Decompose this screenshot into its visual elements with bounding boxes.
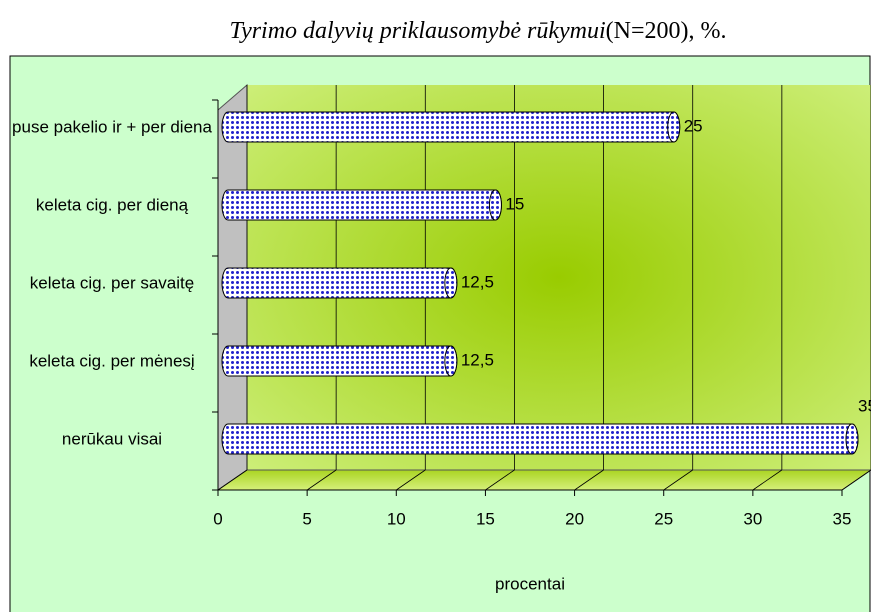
bar-cap — [488, 189, 502, 221]
x-axis-label: procentai — [495, 574, 565, 593]
grid-line — [485, 469, 515, 491]
grid-line — [841, 469, 871, 491]
bar — [221, 111, 681, 143]
y-tick-label: keleta cig. per mėnesį — [29, 351, 195, 371]
bar — [221, 267, 458, 299]
bar — [221, 345, 458, 377]
bar-cap — [444, 345, 458, 377]
grid-line — [217, 469, 248, 491]
bar — [221, 189, 502, 221]
x-tick-label: 0 — [213, 509, 222, 528]
bar — [221, 423, 859, 455]
x-tick-label: 10 — [387, 509, 406, 528]
x-tick-label: 35 — [833, 509, 852, 528]
x-tick-label: 20 — [565, 509, 584, 528]
x-tick-label: 5 — [302, 509, 311, 528]
floor — [216, 469, 871, 491]
bar-cap — [845, 423, 859, 455]
x-tick-label: 25 — [654, 509, 673, 528]
grid-line — [574, 469, 604, 491]
y-tick-label: keleta cig. per savaitę — [29, 273, 195, 293]
data-label: 15 — [505, 194, 524, 213]
data-label: 12,5 — [461, 350, 494, 369]
y-tick-label: nerūkau visai — [61, 429, 163, 449]
x-tick-label: 30 — [743, 509, 762, 528]
title-main: Tyrimo dalyvių priklausomybė rūkymui — [230, 18, 606, 44]
grid-line — [663, 469, 693, 491]
data-label: 12,5 — [461, 272, 494, 291]
bar-cap — [667, 111, 681, 143]
data-label: 25 — [684, 116, 703, 135]
data-label: 35 — [858, 396, 871, 415]
x-tick-label: 15 — [476, 509, 495, 528]
title-note: (N=200), %. — [606, 18, 727, 44]
chart-title: Tyrimo dalyvių priklausomybė rūkymui(N=2… — [230, 18, 727, 44]
bar-cap — [444, 267, 458, 299]
y-tick-label: keleta cig. per dieną — [35, 195, 189, 215]
y-tick-label: puse pakelio ir + per diena — [12, 117, 212, 137]
grid-line — [306, 469, 337, 491]
grid-line — [396, 469, 426, 491]
grid-line — [752, 469, 783, 491]
